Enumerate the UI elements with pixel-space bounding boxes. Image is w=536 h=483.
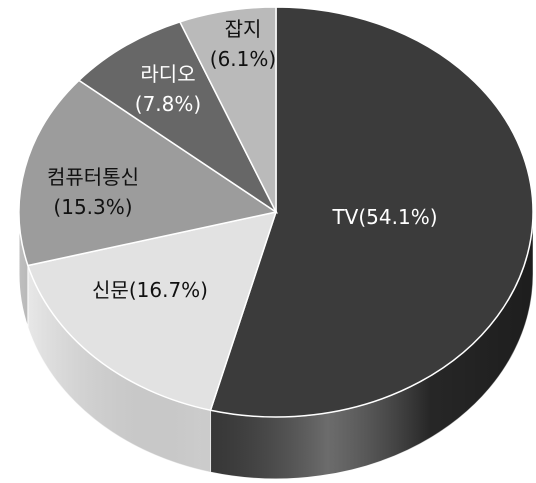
pie-slice: [26, 210, 278, 412]
slice-label: TV(54.1%): [331, 205, 437, 229]
pie-slice: [178, 6, 277, 213]
value-label: (6.1%): [210, 47, 276, 71]
value-label: (16.7%): [129, 278, 208, 302]
slice-label: 잡지 (6.1%): [210, 17, 276, 71]
pie-slice: [209, 6, 534, 418]
value-label: (54.1%): [358, 205, 437, 229]
pie-slice: [77, 20, 278, 215]
category-label: 컴퓨터통신: [47, 165, 139, 189]
slice-label: 컴퓨터통신 (15.3%): [47, 165, 139, 219]
value-label: (7.8%): [135, 92, 201, 116]
slice-label: 라디오 (7.8%): [135, 62, 201, 116]
category-label: 잡지: [225, 17, 262, 41]
slice-label: 신문(16.7%): [92, 278, 208, 302]
pie-slice: [18, 79, 278, 267]
value-label: (15.3%): [53, 195, 132, 219]
side-shade: [19, 212, 533, 479]
category-label: 라디오: [140, 62, 195, 86]
category-label: TV: [331, 205, 358, 229]
category-label: 신문: [92, 278, 129, 302]
